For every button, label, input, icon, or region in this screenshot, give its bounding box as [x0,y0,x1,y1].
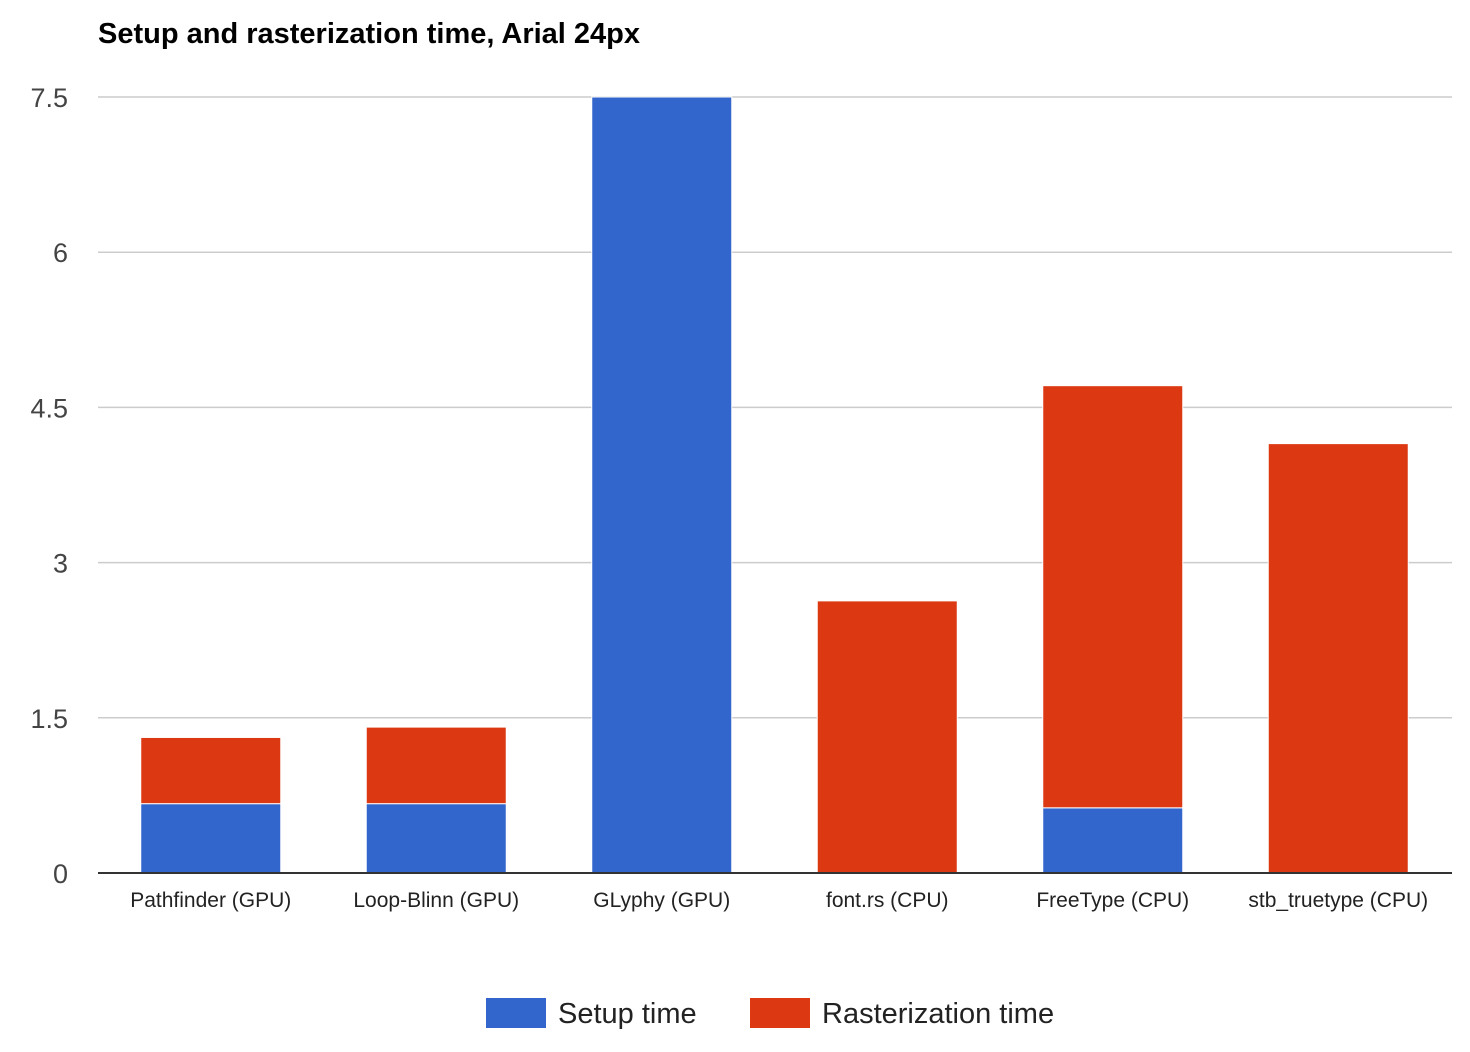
x-tick-label: font.rs (CPU) [826,889,949,912]
x-tick-label: FreeType (CPU) [1036,889,1189,912]
x-tick-label: stb_truetype (CPU) [1248,889,1428,912]
bar-segment [365,803,507,874]
bar-segment [1267,443,1409,874]
legend: Setup time Rasterization time [486,998,1054,1030]
y-tick-label: 3 [53,549,68,579]
y-tick-label: 7.5 [30,83,68,113]
x-tick-label: Loop-Blinn (GPU) [353,889,519,912]
x-tick-label: Pathfinder (GPU) [130,889,291,912]
axes: 0 1.5 3 4.5 6 7.5 Pathfinder (GPU) Loop-Blinn (… [30,83,1452,912]
bar-segment [140,803,282,874]
legend-label: Setup time [558,998,697,1030]
y-tick-label: 1.5 [30,704,68,734]
y-tick-label: 0 [53,859,68,889]
bar-segment [1042,807,1184,874]
legend-swatch [750,998,810,1028]
chart-title: Setup and rasterization time, Arial 24px [98,18,640,50]
x-tick-label: GLyphy (GPU) [593,889,730,912]
y-tick-label: 6 [53,238,68,268]
bar-segment [365,726,507,805]
bar-segment [1042,385,1184,809]
bar-segment [591,96,733,874]
bar-segment [140,736,282,805]
y-tick-label: 4.5 [30,393,68,423]
gridlines [98,96,1452,719]
legend-label: Rasterization time [822,998,1054,1030]
legend-swatch [486,998,546,1028]
bar-segment [816,600,958,874]
bars [140,96,1409,874]
